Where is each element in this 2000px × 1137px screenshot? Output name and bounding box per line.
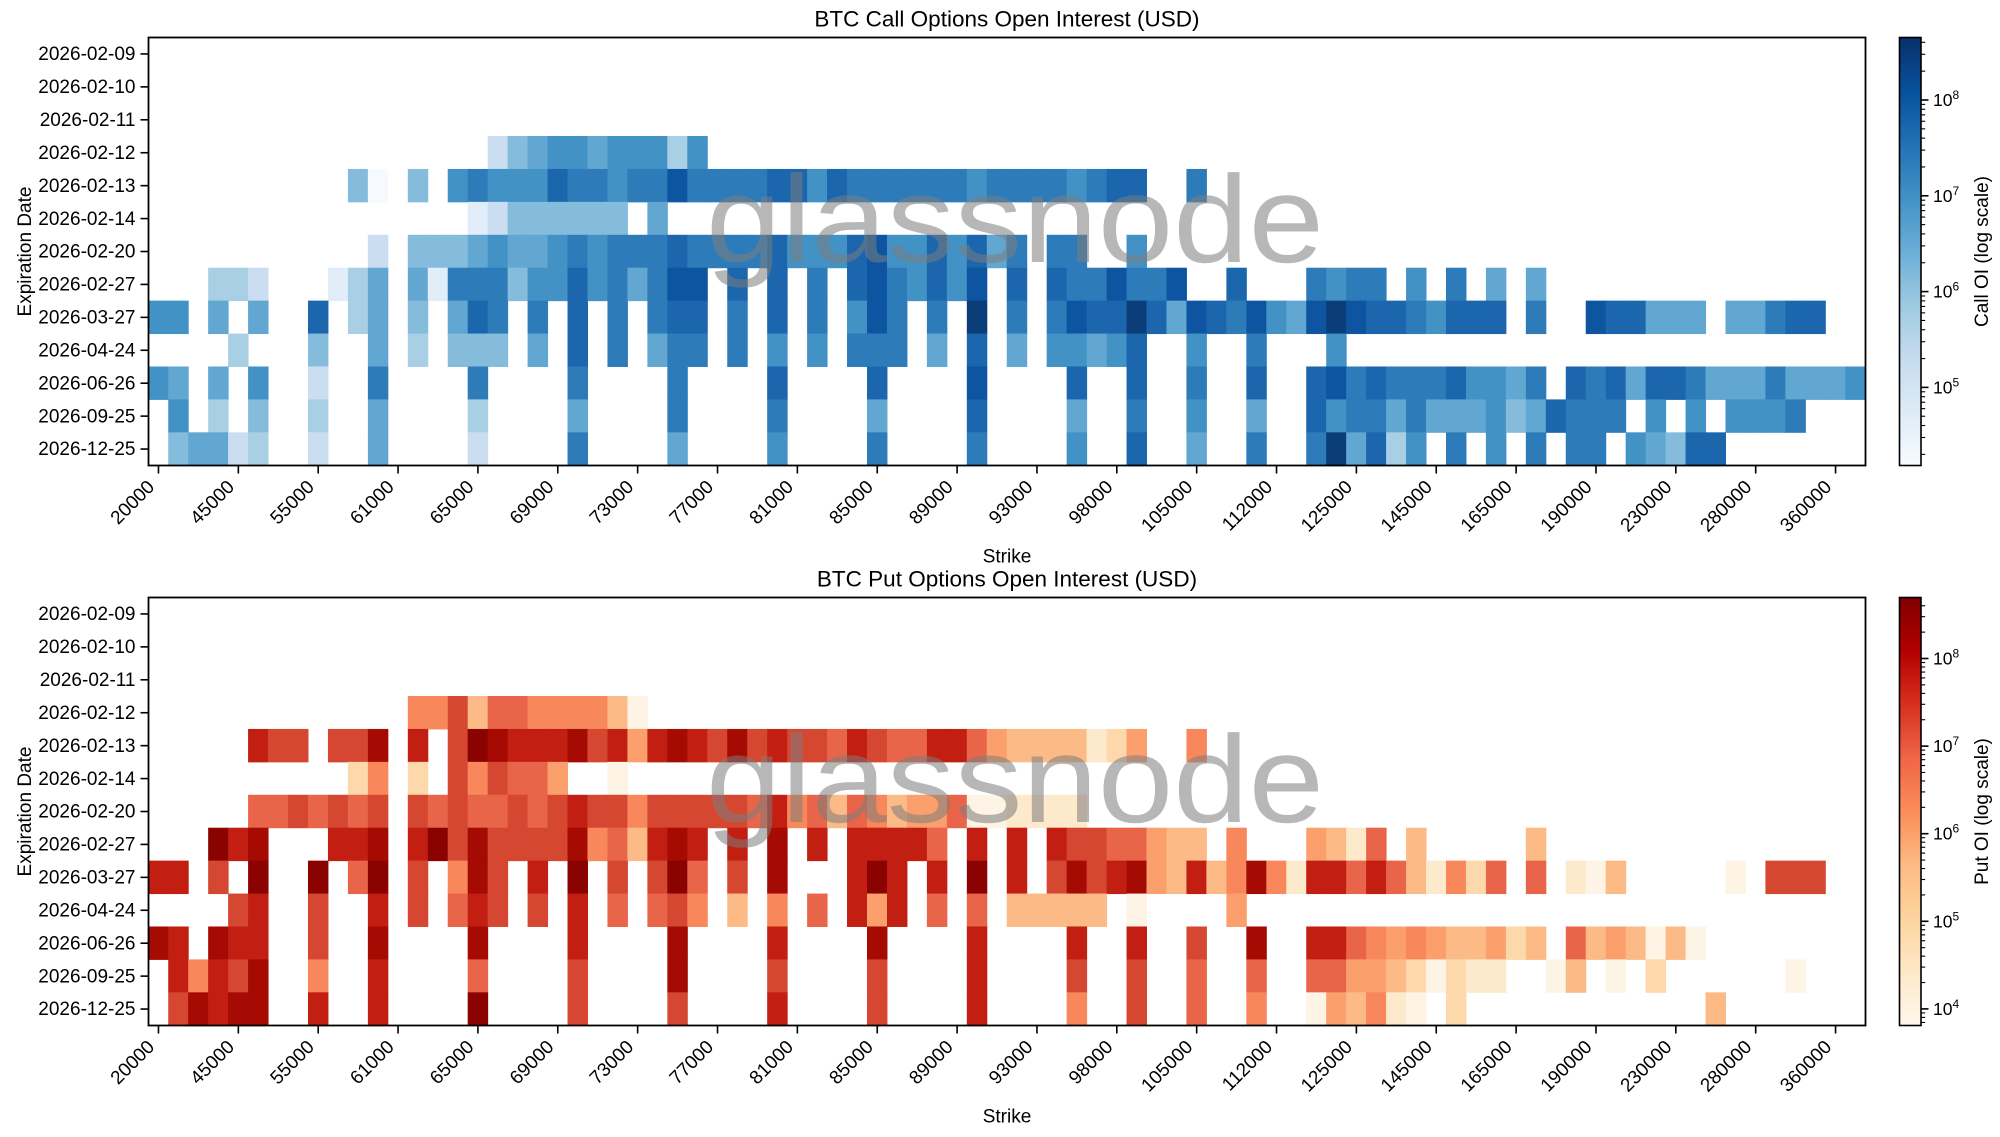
svg-text:2026-02-20: 2026-02-20 [38,242,135,263]
svg-text:2026-02-12: 2026-02-12 [38,143,135,164]
svg-text:2026-06-26: 2026-06-26 [38,933,135,954]
svg-text:2026-03-27: 2026-03-27 [38,308,135,329]
svg-text:Put OI (log scale): Put OI (log scale) [1972,738,1993,885]
svg-text:2026-02-10: 2026-02-10 [38,77,135,98]
svg-text:2026-02-14: 2026-02-14 [38,209,136,230]
svg-text:2026-02-11: 2026-02-11 [40,110,136,131]
svg-text:2026-09-25: 2026-09-25 [38,406,135,427]
svg-text:Call OI (log scale): Call OI (log scale) [1972,176,1993,327]
svg-text:2026-02-09: 2026-02-09 [38,604,135,625]
svg-text:glassnode: glassnode [706,711,1324,849]
svg-text:2026-06-26: 2026-06-26 [38,373,135,394]
svg-text:glassnode: glassnode [706,151,1324,289]
svg-text:2026-02-13: 2026-02-13 [38,736,135,757]
svg-text:Strike: Strike [983,1107,1032,1128]
svg-text:2026-03-27: 2026-03-27 [38,868,135,889]
svg-text:2026-02-20: 2026-02-20 [38,802,135,823]
svg-text:Strike: Strike [983,547,1032,568]
svg-text:BTC Call Options Open Interest: BTC Call Options Open Interest (USD) [814,7,1199,32]
svg-text:2026-02-09: 2026-02-09 [38,44,135,65]
svg-text:2026-04-24: 2026-04-24 [38,900,136,921]
svg-text:2026-02-12: 2026-02-12 [38,703,135,724]
svg-text:Expiration Date: Expiration Date [15,187,36,317]
svg-text:Expiration Date: Expiration Date [15,747,36,877]
svg-text:2026-02-27: 2026-02-27 [38,275,135,296]
svg-text:2026-09-25: 2026-09-25 [38,966,135,987]
svg-text:2026-02-27: 2026-02-27 [38,835,135,856]
svg-text:2026-12-25: 2026-12-25 [38,439,135,460]
svg-text:2026-12-25: 2026-12-25 [38,999,135,1020]
svg-text:2026-04-24: 2026-04-24 [38,340,136,361]
svg-text:2026-02-10: 2026-02-10 [38,637,135,658]
svg-text:2026-02-13: 2026-02-13 [38,176,135,197]
svg-text:2026-02-11: 2026-02-11 [40,670,136,691]
svg-text:2026-02-14: 2026-02-14 [38,769,136,790]
svg-text:BTC Put Options Open Interest: BTC Put Options Open Interest (USD) [817,567,1197,592]
